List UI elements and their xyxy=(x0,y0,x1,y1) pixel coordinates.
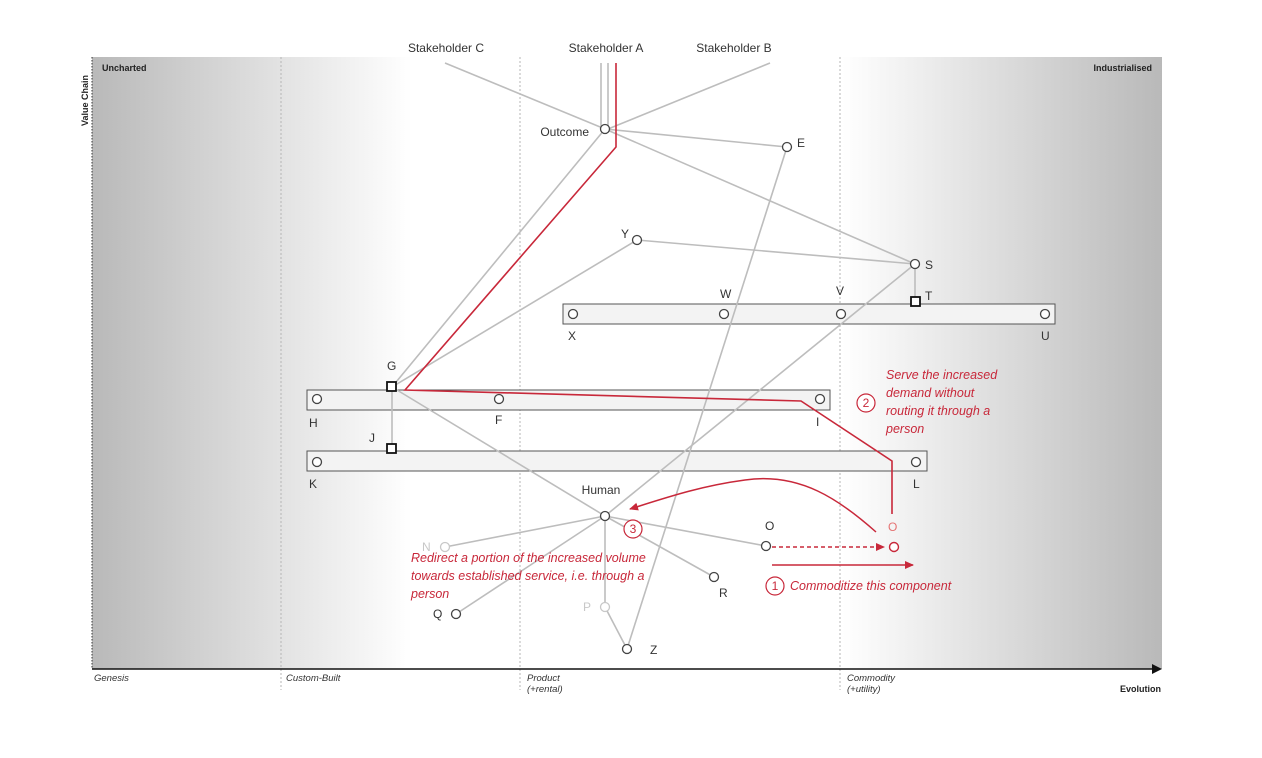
annotation-1-text: Commoditize this component xyxy=(790,579,952,593)
label-y: Y xyxy=(621,227,629,241)
label-o-commodity: O xyxy=(888,520,897,534)
node-f xyxy=(493,393,505,405)
label-s: S xyxy=(925,258,933,272)
node-y xyxy=(631,234,643,246)
label-e: E xyxy=(797,136,805,150)
user-stakeholder-c: Stakeholder C xyxy=(408,41,484,55)
annotation-3-line-2: towards established service, i.e. throug… xyxy=(411,569,645,583)
nodes xyxy=(311,123,1051,655)
stage-dividers xyxy=(280,57,841,690)
stage-genesis: Genesis xyxy=(94,673,129,684)
annotation-2-line-4: person xyxy=(885,422,924,436)
node-h xyxy=(311,393,323,405)
annotation-2-number: 2 xyxy=(863,396,870,410)
node-u xyxy=(1039,308,1051,320)
annotation-3-number: 3 xyxy=(630,522,637,536)
annotation-2-line-1: Serve the increased xyxy=(886,368,998,382)
pipelines xyxy=(306,303,1056,472)
node-k xyxy=(311,456,323,468)
label-human: Human xyxy=(582,483,621,497)
users: Stakeholder C Stakeholder A Stakeholder … xyxy=(408,41,772,55)
label-p: P xyxy=(583,600,591,614)
red-value-path xyxy=(403,63,893,514)
annotation-1: 1 Commoditize this component xyxy=(765,576,952,596)
node-z xyxy=(621,643,633,655)
evolution-background xyxy=(92,57,1162,669)
label-i: I xyxy=(816,415,819,429)
annotation-3-line-1: Redirect a portion of the increased volu… xyxy=(411,551,646,565)
node-p xyxy=(599,601,611,613)
stage-product-sub: (+rental) xyxy=(527,684,563,695)
annotation-2-line-2: demand without xyxy=(886,386,975,400)
pipeline-t xyxy=(562,303,1056,325)
stage-product: Product xyxy=(527,673,560,684)
node-s xyxy=(909,258,921,270)
anchor-t xyxy=(910,296,921,307)
red-nodes xyxy=(888,541,900,553)
stage-custom-built: Custom-Built xyxy=(286,673,341,684)
node-n xyxy=(439,541,451,553)
label-g: G xyxy=(387,359,396,373)
node-o xyxy=(760,540,772,552)
stage-commodity: Commodity xyxy=(847,673,896,684)
annotation-1-badge xyxy=(765,576,785,596)
node-human xyxy=(599,510,611,522)
label-k: K xyxy=(309,477,317,491)
annotation-2: 2 Serve the increased demand without rou… xyxy=(856,368,998,436)
node-r xyxy=(708,571,720,583)
label-o: O xyxy=(765,519,774,533)
stage-commodity-sub: (+utility) xyxy=(847,684,881,695)
label-n: N xyxy=(422,540,431,554)
node-x xyxy=(567,308,579,320)
industrialised-label: Industrialised xyxy=(1093,63,1152,73)
node-i xyxy=(814,393,826,405)
node-outcome xyxy=(599,123,611,135)
label-outcome: Outcome xyxy=(540,125,589,139)
label-t: T xyxy=(925,289,933,303)
annotation-2-badge xyxy=(856,393,876,413)
y-axis-label: Value Chain xyxy=(80,75,90,126)
label-z: Z xyxy=(650,643,657,657)
pipeline-anchors xyxy=(386,296,921,454)
annotation-3-badge xyxy=(623,519,643,539)
redirect-arrow xyxy=(629,477,877,533)
user-stakeholder-b: Stakeholder B xyxy=(696,41,771,55)
annotation-2-line-3: routing it through a xyxy=(886,404,990,418)
node-o-commodity xyxy=(888,541,900,553)
x-axis-label: Evolution xyxy=(1120,684,1161,694)
node-v xyxy=(835,308,847,320)
label-h: H xyxy=(309,416,318,430)
node-q xyxy=(450,608,462,620)
anchor-j xyxy=(386,443,397,454)
node-w xyxy=(718,308,730,320)
node-l xyxy=(910,456,922,468)
node-e xyxy=(781,141,793,153)
label-u: U xyxy=(1041,329,1050,343)
label-x: X xyxy=(568,329,576,343)
label-j: J xyxy=(369,431,375,445)
annotation-1-number: 1 xyxy=(772,579,779,593)
user-stakeholder-a: Stakeholder A xyxy=(569,41,644,55)
label-v: V xyxy=(836,284,844,298)
x-axis-arrow-icon xyxy=(1152,664,1162,674)
stage-labels: Genesis Custom-Built Product (+rental) C… xyxy=(94,673,896,695)
label-q: Q xyxy=(433,607,442,621)
uncharted-label: Uncharted xyxy=(102,63,147,73)
label-l: L xyxy=(913,477,920,491)
label-f: F xyxy=(495,413,502,427)
anchor-g xyxy=(386,381,397,392)
annotation-3-line-3: person xyxy=(410,587,449,601)
annotation-arrows xyxy=(629,477,914,569)
pipeline-g xyxy=(306,389,831,411)
component-labels: Outcome E Y S T W V X U G H F I J K L Hu… xyxy=(309,125,1050,657)
annotation-3: 3 Redirect a portion of the increased vo… xyxy=(410,519,646,601)
pipeline-j xyxy=(306,450,928,472)
label-r: R xyxy=(719,586,728,600)
label-w: W xyxy=(720,287,732,301)
